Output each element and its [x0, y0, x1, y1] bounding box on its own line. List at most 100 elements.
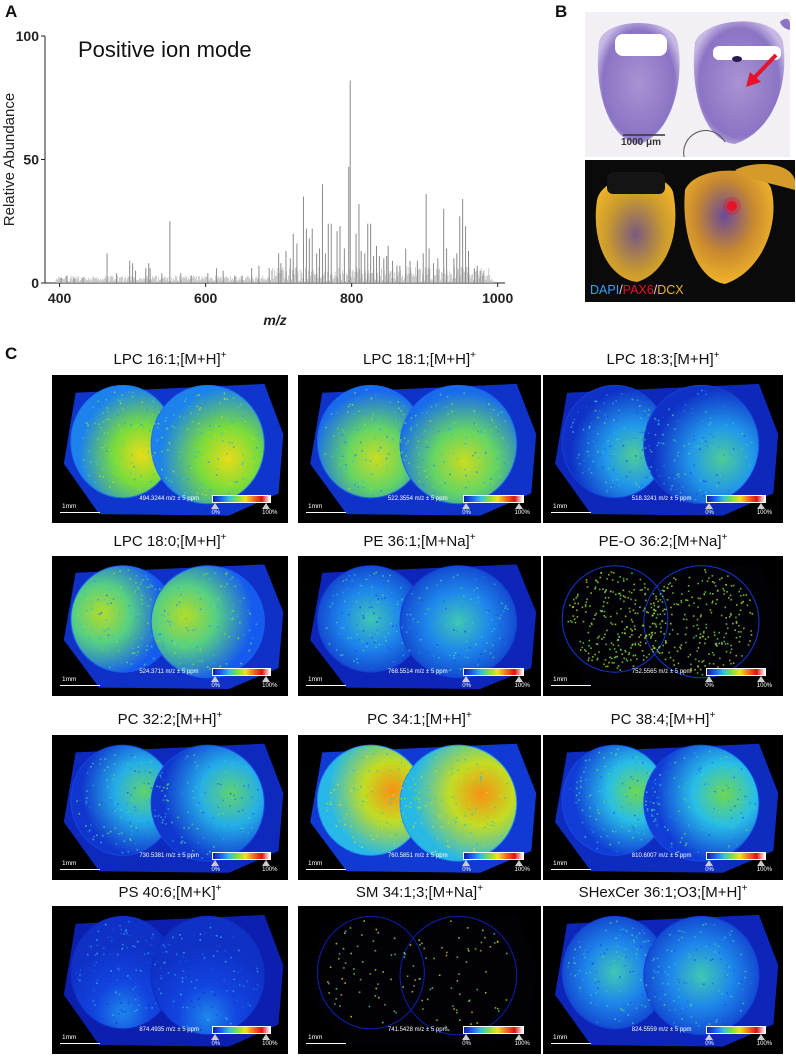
colorbar-tick-label: 0% — [462, 510, 471, 516]
scale-bar — [60, 685, 100, 686]
histology-scale-label: 1000 μm — [621, 137, 662, 148]
right-hemisphere — [643, 565, 760, 679]
colorbar-tick-label: 100% — [514, 683, 530, 689]
colorbar — [706, 668, 766, 676]
msi-image-panel: 1mm 810.6007 m/z ± 5 ppm 0% 100% — [543, 735, 783, 880]
scale-bar-label: 1mm — [62, 860, 77, 867]
scale-bar-label: 1mm — [553, 676, 568, 683]
colorbar-tick-label: 0% — [462, 1041, 471, 1047]
panel-label-b: B — [555, 2, 568, 21]
colorbar-min-marker — [211, 676, 220, 682]
y-tick-label: 100 — [16, 28, 40, 44]
msi-heatmap — [310, 564, 537, 689]
right-hemisphere — [399, 565, 518, 679]
colorbar-max-marker — [262, 1034, 271, 1040]
mz-label: 768.5514 m/z ± 5 ppm — [387, 669, 448, 675]
charge-superscript: + — [216, 710, 223, 721]
colorbar — [706, 495, 766, 503]
immunofluorescence-image — [585, 160, 795, 302]
lipid-name: LPC 16:1;[M+H] — [113, 351, 221, 368]
msi-title: LPC 16:1;[M+H]+ — [52, 350, 288, 368]
charge-superscript: + — [470, 350, 476, 361]
msi-heatmap — [63, 914, 284, 1047]
msi-heatmap — [555, 564, 779, 689]
colorbar-tick-label: 100% — [262, 1041, 278, 1047]
colorbar-tick-label: 100% — [756, 510, 773, 516]
right-hemisphere — [399, 915, 518, 1036]
signal-speckles — [76, 749, 259, 859]
charge-superscript: + — [469, 532, 476, 543]
signal-speckles — [76, 569, 258, 671]
right-hemisphere — [643, 384, 760, 505]
colorbar-tick-label: 0% — [462, 867, 471, 873]
scale-bar — [60, 869, 100, 870]
legend-dapi: DAPI — [590, 283, 620, 297]
mass-spectrum-chart: 400 600 800 1000 0 50 100 Positive ion mode m/z R… — [1, 28, 513, 328]
msi-image-panel: 1mm 494.3244 m/z ± 5 ppm 0% 100% — [52, 375, 288, 523]
lipid-name: SHexCer 36:1;O3;[M+H] — [578, 884, 742, 901]
colorbar — [706, 1026, 766, 1034]
colorbar — [212, 495, 272, 503]
legend-sep-1: / — [619, 283, 623, 297]
colorbar-tick-label: 0% — [211, 1041, 221, 1047]
msi-title: PS 40:6;[M+K]+ — [52, 883, 288, 901]
colorbar — [463, 668, 524, 676]
msi-image-panel: 1mm 741.5428 m/z ± 5 ppm 0% 100% — [298, 906, 541, 1054]
msi-image-panel: 1mm 874.4935 m/z ± 5 ppm 0% 100% — [52, 906, 288, 1054]
y-tick-label: 50 — [23, 152, 39, 168]
msi-image-panel: 1mm 518.3241 m/z ± 5 ppm 0% 100% — [543, 375, 783, 523]
colorbar-max-marker — [756, 1034, 765, 1040]
colorbar-max-marker — [756, 676, 765, 682]
signal-speckles — [324, 388, 509, 501]
colorbar-min-marker — [211, 1034, 220, 1040]
x-tick-label: 600 — [194, 290, 218, 306]
colorbar-min-marker — [705, 503, 714, 509]
colorbar-min-marker — [462, 1034, 471, 1040]
colorbar-tick-label: 0% — [705, 1041, 714, 1047]
colorbar-max-marker — [514, 676, 523, 682]
signal-speckles — [76, 920, 259, 1032]
colorbar-min-marker — [462, 676, 471, 682]
left-hemisphere — [561, 565, 669, 673]
colorbar — [706, 852, 766, 860]
colorbar-max-marker — [756, 860, 765, 866]
nissl-stain-image: 1000 μm — [585, 12, 790, 157]
colorbar-max-marker — [756, 503, 765, 509]
scale-bar-label: 1mm — [553, 1034, 568, 1041]
colorbar — [463, 495, 524, 503]
scale-bar — [551, 512, 591, 513]
colorbar-tick-label: 0% — [705, 510, 714, 516]
lipid-name: PC 38:4;[M+H] — [610, 711, 710, 728]
colorbar-tick-label: 100% — [756, 867, 773, 873]
charge-superscript: + — [220, 532, 227, 543]
charge-superscript: + — [215, 883, 222, 894]
msi-heatmap — [555, 914, 779, 1047]
colorbar-min-marker — [211, 503, 220, 509]
colorbar — [463, 1026, 524, 1034]
scale-bar — [60, 1043, 100, 1044]
signal-speckles — [567, 920, 752, 1031]
msi-title: PC 32:2;[M+H]+ — [52, 710, 288, 728]
msi-image-panel: 1mm 752.5565 m/z ± 5 ppm 0% 100% — [543, 556, 783, 696]
mz-label: 524.3711 m/z ± 5 ppm — [139, 669, 199, 675]
signal-speckles — [327, 920, 508, 1032]
msi-image-panel: 1mm 824.5559 m/z ± 5 ppm 0% 100% — [543, 906, 783, 1054]
mz-label: 760.5851 m/z ± 5 ppm — [387, 853, 448, 859]
lipid-name: LPC 18:3;[M+H] — [606, 351, 714, 368]
scale-bar — [306, 685, 346, 686]
spectrum-peaks — [55, 80, 494, 283]
msi-image-panel: 1mm 524.3711 m/z ± 5 ppm 0% 100% — [52, 556, 288, 696]
msi-heatmap — [63, 564, 284, 689]
y-axis-label: Relative Abundance — [1, 93, 18, 226]
scale-bar-label: 1mm — [62, 1034, 77, 1041]
signal-speckles — [81, 391, 259, 502]
msi-title: SHexCer 36:1;O3;[M+H]+ — [543, 883, 783, 901]
msi-title: SM 34:1;3;[M+Na]+ — [298, 883, 541, 901]
charge-superscript: + — [741, 883, 748, 894]
msi-title: PC 34:1;[M+H]+ — [298, 710, 541, 728]
colorbar-min-marker — [462, 503, 471, 509]
mz-label: 874.4935 m/z ± 5 ppm — [139, 1027, 199, 1033]
msi-heatmap — [310, 383, 537, 516]
lipid-name: SM 34:1;3;[M+Na] — [355, 884, 478, 901]
right-hemisphere — [150, 384, 265, 505]
